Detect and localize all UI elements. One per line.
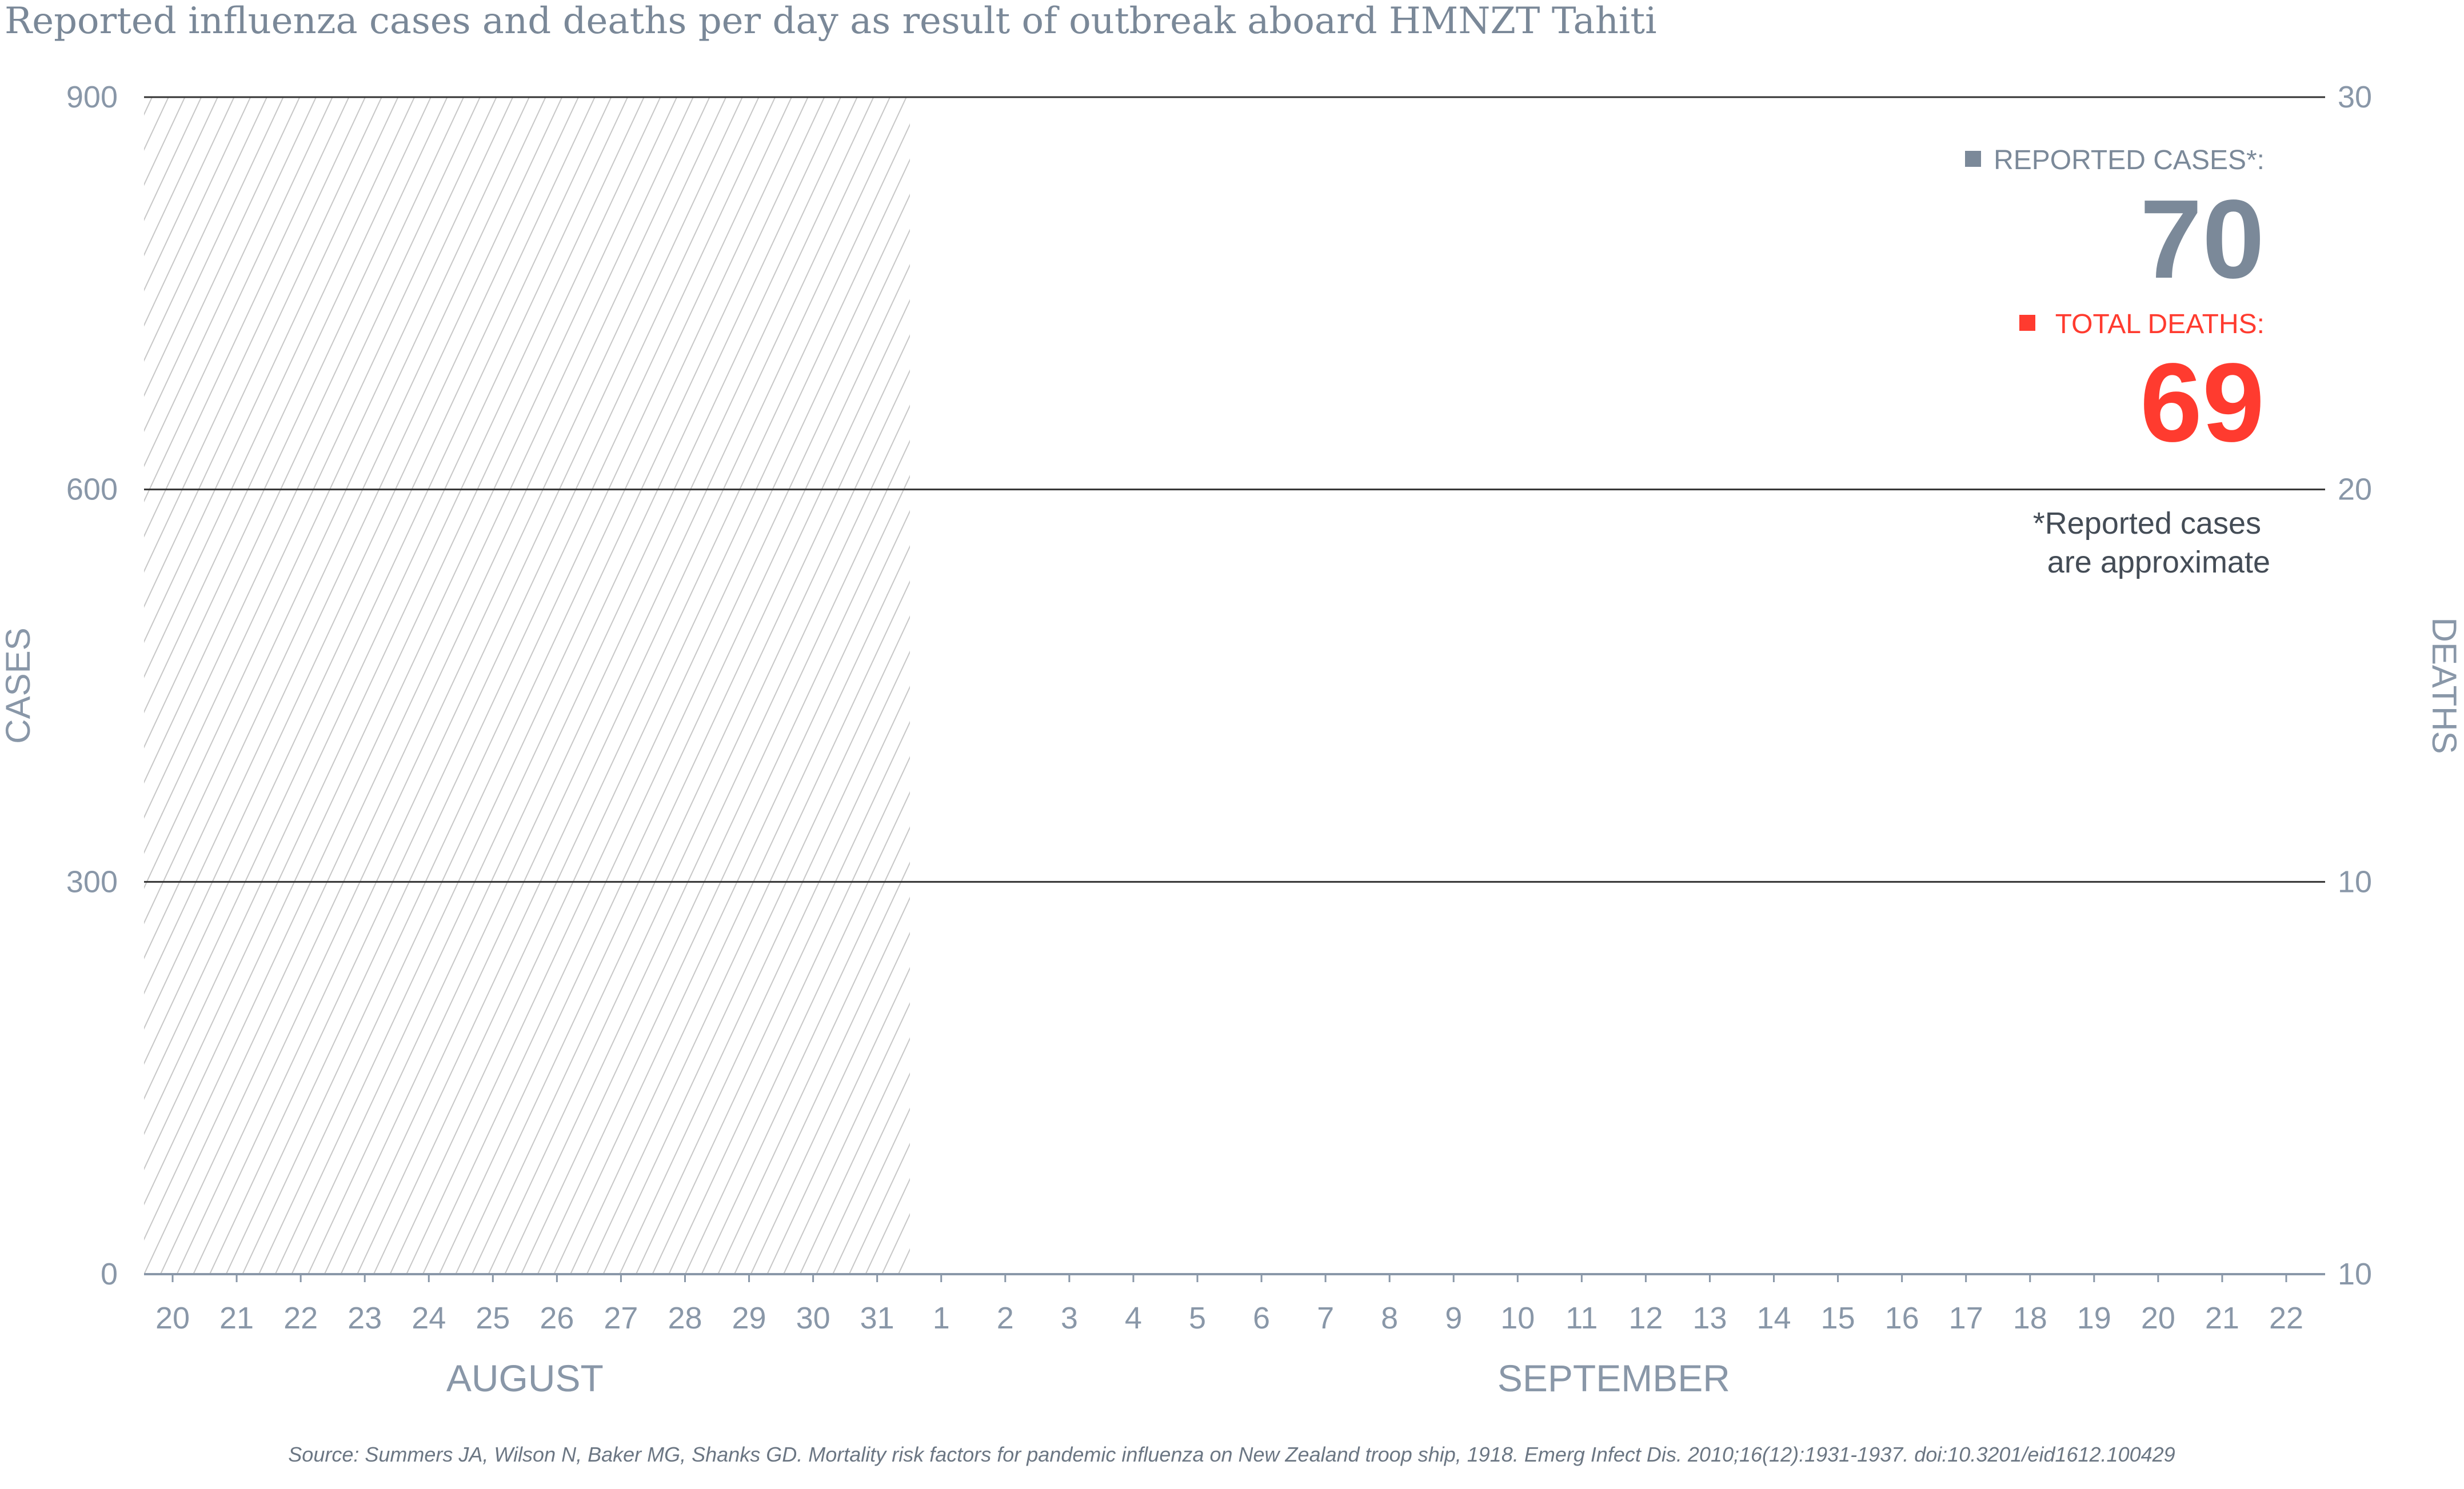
y2-axis-label: DEATHS	[2425, 618, 2463, 754]
y-tick-label: 0	[101, 1257, 118, 1291]
cases-note-line2: are approximate	[2047, 545, 2270, 579]
x-tick-label: 15	[1821, 1301, 1855, 1335]
x-tick-label: 18	[2013, 1301, 2047, 1335]
cases-total: 70	[2140, 177, 2265, 302]
x-tick-label: 19	[2077, 1301, 2111, 1335]
y2-tick-label: 10	[2338, 864, 2372, 899]
cases-legend-swatch	[1965, 151, 1981, 167]
x-tick-label: 10	[1500, 1301, 1535, 1335]
source-citation: Source: Summers JA, Wilson N, Baker MG, …	[288, 1443, 2175, 1466]
y-tick-label: 900	[66, 80, 118, 114]
y-axis-label: CASES	[0, 627, 37, 743]
x-tick-label: 7	[1317, 1301, 1334, 1335]
x-tick-label: 1	[933, 1301, 950, 1335]
cases-legend-label: REPORTED CASES*:	[1994, 145, 2265, 175]
x-tick-label: 26	[540, 1301, 574, 1335]
x-tick-label: 17	[1949, 1301, 1983, 1335]
y-axis-left-ticks: 0 300 600 900	[66, 80, 118, 1291]
x-tick-label: 4	[1125, 1301, 1142, 1335]
cases-note-line1: *Reported cases	[2033, 506, 2261, 541]
y-tick-label: 300	[66, 864, 118, 899]
legend: REPORTED CASES*: 70 TOTAL DEATHS: 69 *Re…	[1965, 145, 2270, 579]
x-tick-label: 5	[1189, 1301, 1206, 1335]
gridlines	[144, 96, 2325, 1275]
x-tick-label: 13	[1692, 1301, 1727, 1335]
x-tick-label: 11	[1566, 1301, 1598, 1335]
y2-tick-label: 30	[2338, 80, 2372, 114]
x-tick-label: 3	[1061, 1301, 1078, 1335]
x-tick-label: 21	[2205, 1301, 2239, 1335]
y2-tick-label: 20	[2338, 473, 2372, 507]
x-tick-label: 30	[796, 1301, 830, 1335]
x-tick-label: 6	[1253, 1301, 1270, 1335]
x-tick-label: 25	[476, 1301, 510, 1335]
x-tick-label: 24	[412, 1301, 446, 1335]
x-tick-label: 22	[283, 1301, 318, 1335]
month-label-september: SEPTEMBER	[1497, 1357, 1730, 1399]
x-tick-label: 23	[348, 1301, 382, 1335]
y-axis-right-ticks: 10 10 20 30	[2338, 80, 2372, 1291]
deaths-legend-label: TOTAL DEATHS:	[2055, 309, 2265, 339]
x-tick-label: 16	[1885, 1301, 1919, 1335]
august-shaded-region	[144, 97, 910, 1274]
x-tick-label: 20	[155, 1301, 190, 1335]
x-tick-label: 14	[1756, 1301, 1791, 1335]
x-tick-label: 12	[1628, 1301, 1663, 1335]
x-tick-label: 22	[2269, 1301, 2303, 1335]
month-label-august: AUGUST	[446, 1357, 604, 1399]
chart-title: Reported influenza cases and deaths per …	[5, 0, 1657, 42]
month-labels: AUGUST SEPTEMBER	[446, 1357, 1730, 1399]
x-tick-label: 2	[997, 1301, 1014, 1335]
x-tick-label: 29	[732, 1301, 766, 1335]
y2-tick-label: 10	[2338, 1257, 2372, 1291]
y-tick-label: 600	[66, 473, 118, 507]
x-tick-label: 8	[1381, 1301, 1398, 1335]
x-tick-label: 31	[860, 1301, 894, 1335]
deaths-legend-swatch	[2019, 315, 2035, 331]
x-tick-label: 20	[2141, 1301, 2175, 1335]
x-tick-label: 27	[604, 1301, 638, 1335]
x-tick-label: 21	[219, 1301, 254, 1335]
deaths-total: 69	[2140, 340, 2265, 465]
x-tick-label: 28	[668, 1301, 702, 1335]
x-tick-label: 9	[1445, 1301, 1462, 1335]
x-axis-ticks: 20 21 22 23 24 25 26 27 28 29 30 31 1 2 3 4 5 6 7 8 9 10 11 12 1…	[155, 1274, 2303, 1335]
